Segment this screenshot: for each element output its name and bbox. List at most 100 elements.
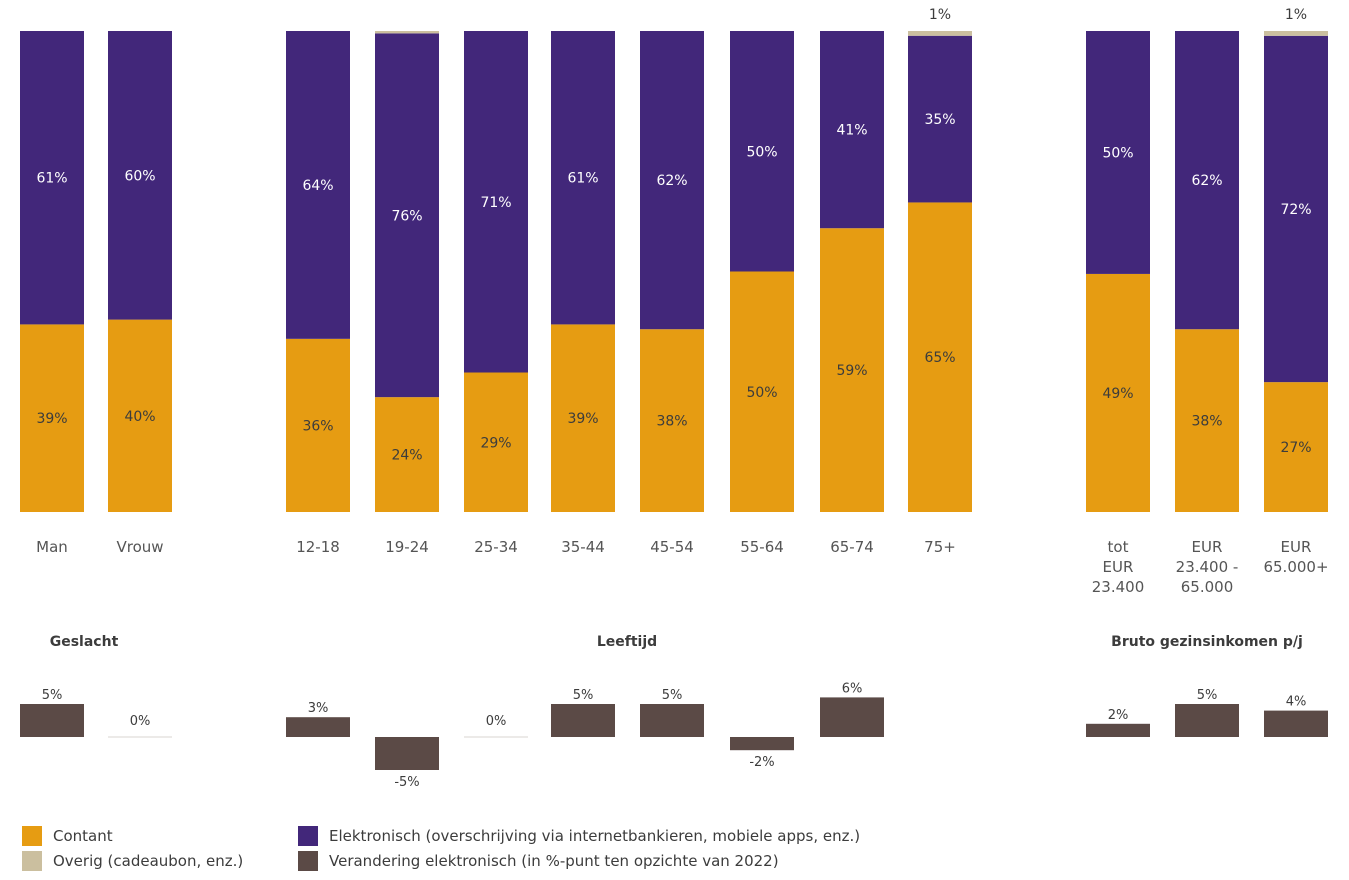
label-contant: 50% bbox=[746, 385, 777, 401]
label-elektronisch: 50% bbox=[1102, 145, 1133, 161]
bar-elektronisch bbox=[1175, 31, 1239, 330]
category-label: Vrouw bbox=[116, 538, 163, 556]
category-label: 45-54 bbox=[650, 538, 694, 556]
label-contant: 36% bbox=[302, 418, 333, 434]
legend-swatch-verandering bbox=[298, 851, 318, 871]
label-elektronisch: 35% bbox=[924, 112, 955, 128]
bar-verandering bbox=[640, 704, 704, 737]
label-verandering: 0% bbox=[486, 714, 507, 729]
legend-elektronisch: Elektronisch (overschrijving via interne… bbox=[298, 826, 860, 846]
bar-elektronisch bbox=[1086, 31, 1150, 274]
category-label: 25-34 bbox=[474, 538, 518, 556]
bar-contant bbox=[640, 329, 704, 512]
bar-verandering bbox=[1175, 704, 1239, 737]
category-label: 65.000 bbox=[1181, 578, 1234, 596]
group-title-2: Bruto gezinsinkomen p/j bbox=[1111, 634, 1303, 650]
bar-elektronisch bbox=[108, 31, 172, 320]
bar-contant bbox=[820, 228, 884, 512]
category-label: 12-18 bbox=[296, 538, 340, 556]
label-contant: 38% bbox=[656, 414, 687, 430]
label-contant: 24% bbox=[391, 448, 422, 464]
category-label: EUR bbox=[1281, 538, 1312, 556]
category-label: 23.400 bbox=[1092, 578, 1145, 596]
label-verandering: 6% bbox=[842, 681, 863, 696]
label-elektronisch: 50% bbox=[746, 144, 777, 160]
bar-elektronisch bbox=[464, 31, 528, 373]
label-verandering: 2% bbox=[1108, 708, 1129, 723]
bar-verandering bbox=[820, 697, 884, 737]
bar-verandering bbox=[1086, 723, 1150, 737]
bar-verandering bbox=[20, 704, 84, 737]
label-contant: 29% bbox=[480, 435, 511, 451]
bar-elektronisch bbox=[551, 31, 615, 325]
label-contant: 39% bbox=[567, 411, 598, 427]
label-verandering: 5% bbox=[662, 688, 683, 703]
bar-contant bbox=[1086, 273, 1150, 512]
label-elektronisch: 64% bbox=[302, 178, 333, 194]
bar-overig bbox=[1264, 31, 1328, 36]
bar-contant bbox=[375, 397, 439, 512]
bar-contant bbox=[551, 324, 615, 512]
label-contant: 65% bbox=[924, 350, 955, 366]
bar-verandering bbox=[730, 737, 794, 751]
category-label: 75+ bbox=[924, 538, 956, 556]
label-elektronisch: 72% bbox=[1280, 202, 1311, 218]
group-title-1: Leeftijd bbox=[597, 634, 657, 650]
label-elektronisch: 71% bbox=[480, 195, 511, 211]
label-elektronisch: 61% bbox=[36, 171, 67, 187]
bar-contant bbox=[464, 372, 528, 512]
category-label: EUR bbox=[1192, 538, 1223, 556]
category-label: 23.400 - bbox=[1176, 558, 1239, 576]
legend-overig: Overig (cadeaubon, enz.) bbox=[22, 851, 243, 871]
legend-label-elektronisch: Elektronisch (overschrijving via interne… bbox=[329, 827, 861, 845]
label-verandering: 5% bbox=[1197, 688, 1218, 703]
label-contant: 49% bbox=[1102, 386, 1133, 402]
category-label: 65.000+ bbox=[1263, 558, 1328, 576]
label-verandering: -5% bbox=[394, 775, 419, 790]
label-contant: 38% bbox=[1191, 414, 1222, 430]
bar-elektronisch bbox=[1264, 35, 1328, 383]
legend-contant: Contant bbox=[22, 826, 113, 846]
label-contant: 59% bbox=[836, 363, 867, 379]
label-elektronisch: 62% bbox=[1191, 173, 1222, 189]
label-elektronisch: 60% bbox=[124, 168, 155, 184]
label-verandering: 4% bbox=[1286, 695, 1307, 710]
bar-verandering bbox=[1264, 710, 1328, 737]
bar-verandering bbox=[375, 737, 439, 770]
category-label: tot bbox=[1108, 538, 1129, 556]
bar-contant bbox=[908, 202, 972, 512]
category-label: EUR bbox=[1103, 558, 1134, 576]
legend-label-contant: Contant bbox=[53, 827, 113, 845]
bar-elektronisch bbox=[908, 35, 972, 203]
bar-overig bbox=[908, 31, 972, 36]
label-contant: 40% bbox=[124, 409, 155, 425]
legend-label-overig: Overig (cadeaubon, enz.) bbox=[53, 852, 244, 870]
bar-contant bbox=[108, 319, 172, 512]
label-overig: 1% bbox=[1285, 7, 1307, 23]
label-contant: 39% bbox=[36, 411, 67, 427]
label-verandering: 5% bbox=[42, 688, 63, 703]
label-verandering: 0% bbox=[130, 714, 151, 729]
legend-swatch-elektronisch bbox=[298, 826, 318, 846]
bar-verandering bbox=[286, 717, 350, 737]
bar-elektronisch bbox=[820, 31, 884, 229]
bar-contant bbox=[730, 271, 794, 512]
bar-elektronisch bbox=[286, 31, 350, 339]
label-verandering: 5% bbox=[573, 688, 594, 703]
bar-contant bbox=[1175, 329, 1239, 512]
bar-overig bbox=[375, 31, 439, 34]
label-verandering: 3% bbox=[308, 701, 329, 716]
category-label: 65-74 bbox=[830, 538, 874, 556]
category-label: 35-44 bbox=[561, 538, 605, 556]
bar-elektronisch bbox=[730, 31, 794, 272]
bar-verandering bbox=[551, 704, 615, 737]
label-elektronisch: 76% bbox=[391, 208, 422, 224]
legend-swatch-contant bbox=[22, 826, 42, 846]
label-elektronisch: 62% bbox=[656, 173, 687, 189]
label-verandering: -2% bbox=[749, 755, 774, 770]
bar-contant bbox=[286, 338, 350, 512]
bar-elektronisch bbox=[640, 31, 704, 330]
category-label: Man bbox=[36, 538, 68, 556]
category-label: 55-64 bbox=[740, 538, 784, 556]
